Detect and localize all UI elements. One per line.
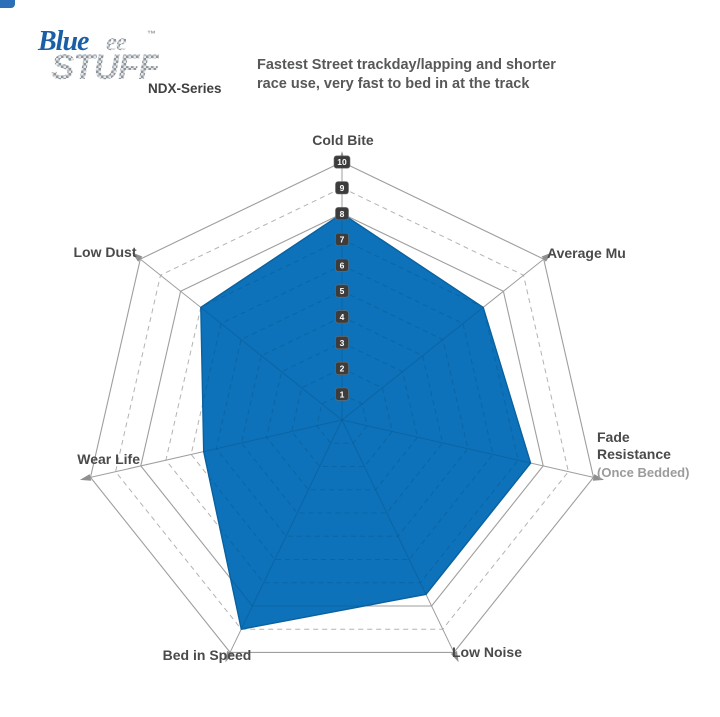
scale-chip-label-9: 9: [340, 183, 345, 193]
axis-label-fade-resistance-text: Fade Resistance: [597, 429, 671, 462]
scale-chip-4: [335, 310, 349, 324]
axis-label-average-mu: Average Mu: [547, 245, 626, 261]
scale-chip-7: [335, 232, 349, 246]
scale-chip-label-5: 5: [340, 286, 345, 296]
scale-chip-6: [335, 258, 349, 272]
scale-chip-1: [335, 387, 349, 401]
value-polygon: [200, 213, 531, 630]
scale-chip-5: [335, 284, 349, 298]
product-description: Fastest Street trackday/lapping and shor…: [257, 56, 617, 94]
logo-series-name: NDX-Series: [148, 81, 222, 96]
bluestuff-logo: Blue ee ™ STUFF NDX-Series: [36, 26, 266, 106]
value-polygon-outline: [200, 212, 532, 631]
scale-chip-label-6: 6: [340, 260, 345, 270]
scale-chip-label-7: 7: [340, 235, 345, 245]
axis-label-bed-in-speed: Bed in Speed: [162, 647, 252, 663]
description-line-2: race use, very fast to bed in at the tra…: [257, 76, 530, 92]
description-line-1: Fastest Street trackday/lapping and shor…: [257, 57, 556, 73]
axis-label-low-dust: Low Dust: [73, 244, 137, 260]
axis-label-low-noise: Low Noise: [451, 644, 522, 660]
axis-sublabel-once-bedded: (Once Bedded): [597, 465, 690, 480]
scale-chip-label-10: 10: [337, 157, 347, 167]
axis-label-fade-resistance: Fade Resistance (Once Bedded): [597, 429, 697, 481]
scale-chip-3: [335, 336, 349, 350]
axis-label-cold-bite: Cold Bite: [312, 132, 374, 148]
scale-chip-label-4: 4: [340, 312, 345, 322]
scale-chip-10: [333, 155, 351, 169]
scale-chip-label-1: 1: [340, 389, 345, 399]
scale-chip-label-3: 3: [340, 338, 345, 348]
scale-chip-8: [335, 207, 349, 221]
scale-chip-label-2: 2: [340, 364, 345, 374]
scale-chips: 1 2 3 4 5 6 7 8 9 10: [333, 155, 351, 401]
scale-chip-2: [335, 361, 349, 375]
corner-artifact: [0, 0, 15, 8]
axis-label-wear-life: Wear Life: [77, 451, 140, 467]
scale-chip-9: [335, 181, 349, 195]
trademark-symbol: ™: [147, 29, 156, 39]
axis-arrowheads: [79, 151, 605, 663]
logo-word-stuff: STUFF: [51, 48, 159, 88]
scale-chip-label-8: 8: [340, 209, 345, 219]
